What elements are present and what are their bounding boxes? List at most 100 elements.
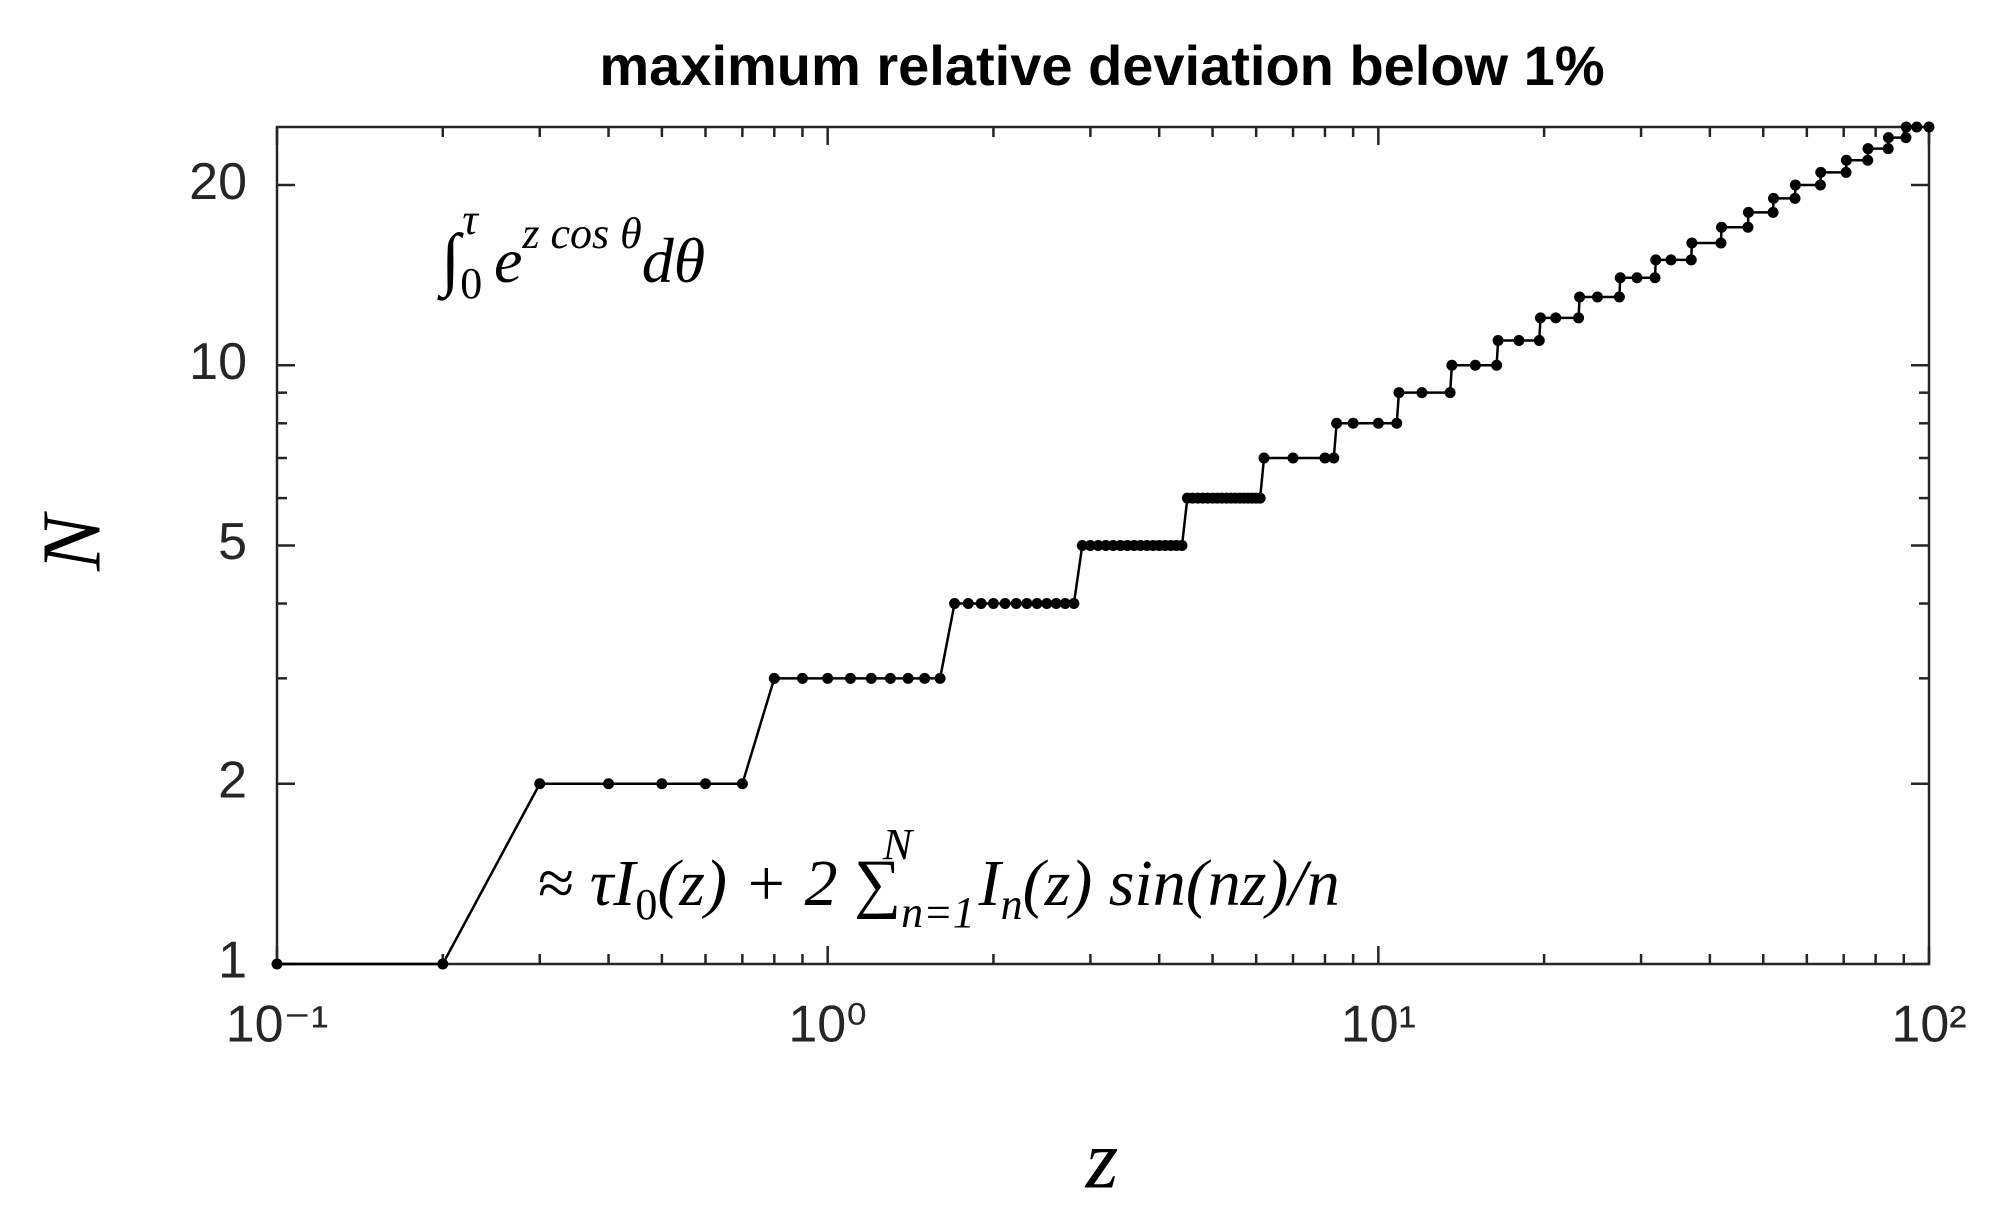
marker <box>1591 291 1603 303</box>
marker <box>1573 312 1585 324</box>
chart-title: maximum relative deviation below 1% <box>599 34 1604 97</box>
marker <box>1840 166 1852 178</box>
marker <box>1686 237 1698 249</box>
annotation-part: N <box>882 820 915 869</box>
marker <box>822 672 834 684</box>
y-tick-label: 10 <box>189 333 247 391</box>
marker <box>1021 598 1033 610</box>
marker <box>1092 540 1104 551</box>
marker <box>962 598 974 610</box>
marker <box>700 778 712 790</box>
marker <box>975 598 987 610</box>
marker <box>1742 206 1754 218</box>
annotation-part: n=1 <box>901 888 975 937</box>
y-tick-label: 5 <box>218 513 247 571</box>
marker <box>1534 312 1546 324</box>
marker <box>1491 359 1503 371</box>
marker <box>1446 359 1458 371</box>
marker <box>1716 221 1728 233</box>
annotation-part: dθ <box>642 225 705 296</box>
marker <box>768 672 780 684</box>
x-tick-label: 10² <box>1891 996 1966 1054</box>
marker <box>1492 334 1504 346</box>
x-tick-label: 10⁻¹ <box>226 996 329 1054</box>
marker <box>902 672 914 684</box>
annotation-part: 0 <box>635 880 657 929</box>
marker <box>1768 192 1780 204</box>
marker <box>919 672 931 684</box>
marker <box>1444 387 1456 399</box>
marker <box>1469 359 1481 371</box>
marker <box>1391 417 1403 429</box>
marker <box>1533 334 1545 346</box>
marker <box>437 958 449 970</box>
marker <box>1050 598 1062 610</box>
marker <box>1613 291 1625 303</box>
marker <box>1900 121 1912 133</box>
marker <box>1742 221 1754 233</box>
annotation-part: e <box>478 225 522 296</box>
marker <box>1840 154 1852 166</box>
marker <box>1631 272 1643 284</box>
x-tick-label: 10⁰ <box>788 996 867 1054</box>
marker <box>1649 272 1661 284</box>
marker <box>1031 598 1043 610</box>
marker <box>1328 452 1340 464</box>
marker <box>796 672 808 684</box>
marker <box>1319 452 1331 464</box>
marker <box>1068 598 1080 610</box>
marker <box>1789 179 1801 191</box>
marker <box>1084 540 1096 551</box>
marker <box>1347 417 1359 429</box>
marker <box>884 672 896 684</box>
marker <box>1882 132 1894 144</box>
marker <box>987 598 999 610</box>
marker <box>1789 192 1801 204</box>
marker <box>1254 492 1266 504</box>
marker <box>1372 417 1384 429</box>
annotation-part: z cos θ <box>521 209 641 258</box>
marker <box>1767 206 1779 218</box>
marker <box>1513 334 1525 346</box>
annotation-part: ≈ τI <box>537 847 638 920</box>
marker <box>1416 387 1428 399</box>
marker <box>1059 598 1071 610</box>
marker <box>1862 154 1874 166</box>
annotation-part: τ <box>462 195 480 244</box>
marker <box>1176 540 1188 551</box>
y-tick-label: 1 <box>218 932 247 990</box>
marker <box>1287 452 1299 464</box>
annotation: ≈ τI0(z) + 2 ∑n=1 N In(z) sin(nz)/n <box>537 820 1340 937</box>
annotation-part: I <box>962 847 1004 920</box>
marker <box>844 672 856 684</box>
annotation-part: ∫ <box>437 221 464 301</box>
marker <box>1331 417 1343 429</box>
marker <box>534 778 546 790</box>
marker <box>1010 598 1022 610</box>
y-tick-label: 20 <box>189 153 247 211</box>
marker <box>1911 121 1923 133</box>
marker <box>865 672 877 684</box>
y-axis-label: N <box>25 511 118 572</box>
plot-frame <box>275 125 1931 966</box>
annotation-part: 0 <box>460 259 482 308</box>
marker <box>1614 272 1626 284</box>
marker <box>999 598 1011 610</box>
marker <box>1685 254 1697 266</box>
marker <box>1041 598 1053 610</box>
marker <box>1258 452 1270 464</box>
marker <box>949 598 961 610</box>
x-tick-label: 10¹ <box>1341 996 1416 1054</box>
marker <box>1393 387 1405 399</box>
marker <box>1715 237 1727 249</box>
y-tick-label: 2 <box>218 751 247 809</box>
marker <box>1650 254 1662 266</box>
marker <box>1550 312 1562 324</box>
x-axis-label: z <box>1085 1113 1119 1206</box>
annotation-part: (z) + 2 ∑ <box>657 847 901 920</box>
marker <box>736 778 748 790</box>
marker <box>656 778 668 790</box>
